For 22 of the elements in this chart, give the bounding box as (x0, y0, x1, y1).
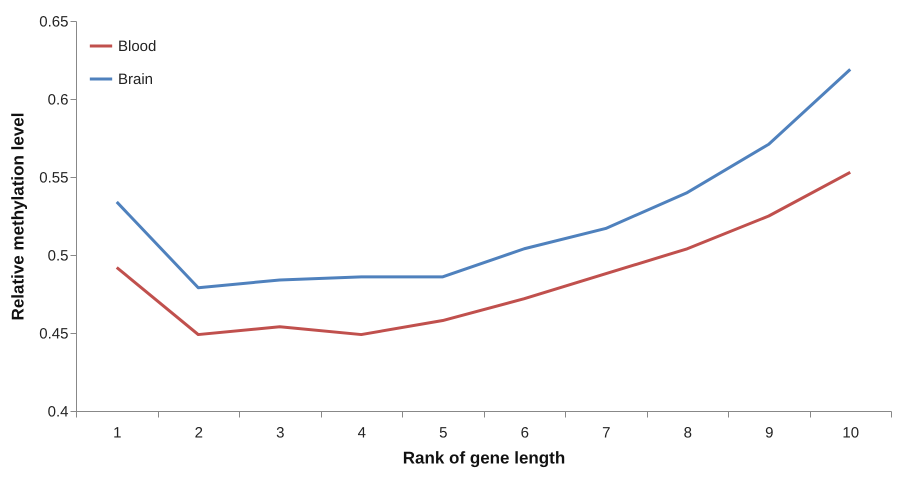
y-axis-title: Relative methylation level (8, 112, 28, 320)
x-tick-label: 4 (358, 424, 366, 442)
legend-label: Blood (118, 38, 156, 55)
y-tick-label: 0.45 (39, 326, 68, 342)
x-tick-label: 1 (113, 424, 122, 442)
x-tick-label: 10 (842, 424, 860, 442)
x-axis-title: Rank of gene length (402, 448, 566, 468)
x-tick-label: 8 (684, 424, 692, 442)
x-tick-label: 2 (194, 424, 203, 442)
x-tick-label: 5 (439, 424, 448, 442)
legend-label: Brain (118, 71, 154, 88)
y-tick-label: 0.55 (39, 170, 68, 186)
y-tick-label: 0.65 (39, 14, 68, 30)
y-tick-label: 0.4 (48, 404, 68, 420)
line-series (115, 68, 852, 290)
x-tick-label: 3 (276, 424, 284, 442)
line-series (115, 170, 852, 336)
x-tick-label: 9 (765, 424, 774, 442)
x-tick-label: 7 (602, 424, 610, 442)
x-tick-label: 6 (520, 424, 529, 442)
y-tick-label: 0.6 (48, 92, 68, 108)
y-tick-label: 0.5 (48, 248, 68, 264)
